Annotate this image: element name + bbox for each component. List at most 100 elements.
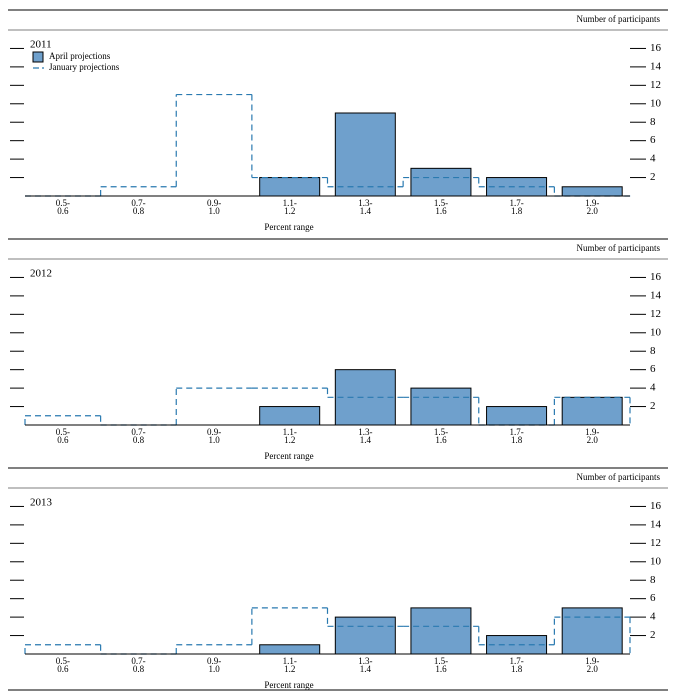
y-tick-label: 2 — [650, 629, 656, 641]
y-tick-label: 2 — [650, 171, 656, 183]
y-tick-label: 10 — [650, 326, 662, 338]
x-axis-label: Percent range — [264, 680, 313, 690]
x-tick-line: 0.9- — [207, 198, 221, 208]
x-tick-label: 1.7-1.8 — [509, 198, 523, 216]
y-tick-label: 14 — [650, 60, 662, 72]
bar — [410, 387, 472, 426]
x-tick-line: 0.6 — [57, 206, 69, 216]
x-tick-line: 1.3- — [358, 656, 372, 666]
x-tick-line: 0.8 — [133, 664, 145, 674]
bar — [561, 396, 623, 426]
y-axis-label: Number of participants — [577, 243, 661, 253]
bar — [334, 616, 396, 655]
y-tick-label: 8 — [650, 116, 656, 128]
x-tick-line: 1.6 — [435, 206, 447, 216]
y-tick-label: 8 — [650, 345, 656, 357]
x-tick-line: 1.2 — [284, 435, 295, 445]
x-tick-line: 1.5- — [434, 198, 448, 208]
x-tick-line: 1.4 — [360, 206, 372, 216]
x-tick-label: 0.7-0.8 — [131, 656, 145, 674]
bar — [259, 177, 321, 197]
x-tick-line: 1.9- — [585, 427, 599, 437]
x-tick-line: 1.0 — [208, 664, 220, 674]
x-tick-line: 1.2 — [284, 664, 295, 674]
x-tick-line: 1.2 — [284, 206, 295, 216]
x-tick-label: 1.7-1.8 — [509, 656, 523, 674]
x-tick-line: 0.7- — [131, 427, 145, 437]
x-tick-label: 1.9-2.0 — [585, 427, 599, 445]
x-tick-line: 1.9- — [585, 198, 599, 208]
x-tick-line: 0.8 — [133, 435, 145, 445]
panel-title: 2013 — [30, 497, 53, 509]
x-tick-line: 1.0 — [208, 435, 220, 445]
y-tick-label: 2 — [650, 400, 656, 412]
bar — [334, 112, 396, 197]
x-tick-line: 1.1- — [283, 656, 297, 666]
x-tick-label: 0.7-0.8 — [131, 427, 145, 445]
x-tick-label: 1.1-1.2 — [283, 427, 297, 445]
x-tick-line: 0.5- — [56, 198, 70, 208]
x-tick-line: 2.0 — [587, 435, 599, 445]
x-tick-line: 1.1- — [283, 198, 297, 208]
legend-label: January projections — [49, 62, 120, 72]
y-tick-label: 6 — [650, 363, 656, 375]
x-tick-line: 1.4 — [360, 664, 372, 674]
bar — [334, 369, 396, 426]
x-axis-label: Percent range — [264, 222, 313, 232]
x-tick-line: 1.3- — [358, 427, 372, 437]
x-tick-label: 1.9-2.0 — [585, 198, 599, 216]
x-tick-label: 1.9-2.0 — [585, 656, 599, 674]
x-tick-label: 0.9-1.0 — [207, 427, 221, 445]
x-tick-line: 0.8 — [133, 206, 145, 216]
x-tick-line: 0.5- — [56, 656, 70, 666]
x-tick-label: 0.9-1.0 — [207, 656, 221, 674]
x-tick-line: 1.8 — [511, 206, 523, 216]
x-tick-line: 0.7- — [131, 198, 145, 208]
y-tick-label: 12 — [650, 308, 661, 320]
bar — [259, 644, 321, 655]
x-tick-label: 1.5-1.6 — [434, 656, 448, 674]
x-tick-label: 1.3-1.4 — [358, 198, 372, 216]
x-tick-line: 0.7- — [131, 656, 145, 666]
x-tick-label: 1.5-1.6 — [434, 427, 448, 445]
x-tick-line: 1.1- — [283, 427, 297, 437]
y-tick-label: 14 — [650, 518, 662, 530]
x-tick-line: 1.9- — [585, 656, 599, 666]
x-tick-label: 0.9-1.0 — [207, 198, 221, 216]
x-tick-label: 1.5-1.6 — [434, 198, 448, 216]
bar — [486, 406, 548, 426]
bar — [410, 607, 472, 655]
y-axis-label: Number of participants — [577, 14, 661, 24]
x-tick-line: 1.7- — [509, 198, 523, 208]
y-tick-label: 16 — [650, 500, 662, 512]
x-tick-line: 1.5- — [434, 427, 448, 437]
bar — [561, 186, 623, 197]
y-tick-label: 6 — [650, 134, 656, 146]
x-tick-label: 0.5-0.6 — [56, 198, 70, 216]
y-tick-label: 16 — [650, 271, 662, 283]
panel-title: 2011 — [30, 39, 52, 51]
x-tick-line: 1.7- — [509, 427, 523, 437]
x-tick-label: 0.7-0.8 — [131, 198, 145, 216]
x-tick-line: 1.5- — [434, 656, 448, 666]
x-tick-line: 1.8 — [511, 664, 523, 674]
y-tick-label: 4 — [650, 153, 656, 165]
x-tick-line: 1.7- — [509, 656, 523, 666]
x-tick-line: 0.6 — [57, 435, 69, 445]
bar — [486, 177, 548, 197]
x-tick-line: 0.9- — [207, 427, 221, 437]
y-tick-label: 14 — [650, 289, 662, 301]
x-tick-line: 1.4 — [360, 435, 372, 445]
bar — [410, 167, 472, 197]
x-tick-line: 0.5- — [56, 427, 70, 437]
y-axis-label: Number of participants — [577, 472, 661, 482]
x-tick-label: 0.5-0.6 — [56, 656, 70, 674]
legend-swatch — [32, 51, 44, 63]
y-tick-label: 4 — [650, 611, 656, 623]
bar — [259, 406, 321, 426]
x-axis-label: Percent range — [264, 451, 313, 461]
x-tick-line: 1.8 — [511, 435, 523, 445]
x-tick-label: 1.7-1.8 — [509, 427, 523, 445]
x-tick-line: 1.0 — [208, 206, 220, 216]
